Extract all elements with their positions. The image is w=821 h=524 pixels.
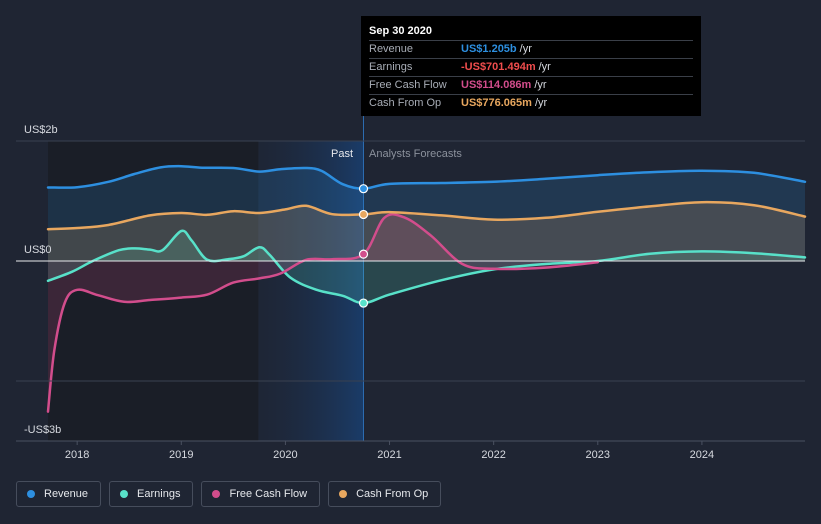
marker-cash-from-op — [358, 209, 369, 220]
y-label-bottom: -US$3b — [24, 424, 61, 436]
legend-label: Cash From Op — [356, 488, 429, 500]
tooltip-value: -US$701.494m — [461, 61, 536, 73]
line-free-cash-flow — [46, 213, 600, 413]
x-tick-label-2023: 2023 — [586, 449, 610, 461]
legend-item-free-cash-flow[interactable]: Free Cash Flow — [201, 481, 321, 507]
marker-revenue — [358, 184, 369, 194]
tooltip-unit: /yr — [534, 79, 547, 91]
line-earnings — [46, 229, 807, 305]
tooltip-value: US$1.205b — [461, 43, 517, 55]
tooltip-label: Revenue — [369, 43, 414, 55]
area-earnings — [48, 230, 805, 304]
x-tick-label-2022: 2022 — [481, 449, 505, 461]
tooltip-row-revenue: Revenue US$1.205b /yr — [369, 40, 693, 58]
line-revenue — [46, 164, 807, 190]
legend-dot-icon — [120, 490, 129, 498]
past-region-highlight — [258, 141, 364, 441]
tooltip-row-free-cash-flow: Free Cash Flow US$114.086m /yr — [369, 76, 693, 94]
tooltip-value: US$776.065m — [461, 97, 532, 109]
x-tick-label-2020: 2020 — [273, 449, 297, 461]
tooltip-label: Free Cash Flow — [369, 79, 447, 91]
x-tick-label-2019: 2019 — [169, 449, 193, 461]
area-free-cash-flow — [48, 214, 598, 412]
legend-label: Earnings — [137, 488, 181, 500]
legend: Revenue Earnings Free Cash Flow Cash Fro… — [16, 481, 442, 507]
tooltip: Sep 30 2020 Revenue US$1.205b /yr Earnin… — [361, 16, 701, 116]
tooltip-unit: /yr — [519, 43, 532, 55]
marker-free-cash-flow — [358, 249, 369, 259]
tooltip-label: Earnings — [369, 61, 413, 73]
y-label-top: US$2b — [24, 124, 58, 136]
tooltip-unit: /yr — [534, 97, 548, 109]
legend-dot-icon — [339, 490, 348, 498]
x-tick-label-2024: 2024 — [690, 449, 714, 461]
marker-earnings — [358, 298, 369, 308]
tooltip-unit: /yr — [538, 61, 551, 73]
legend-label: Revenue — [44, 488, 89, 500]
legend-dot-icon — [212, 490, 221, 498]
legend-item-revenue[interactable]: Revenue — [16, 481, 102, 507]
legend-label: Free Cash Flow — [229, 488, 308, 500]
legend-dot-icon — [27, 490, 35, 498]
tooltip-row-cash-from-op: Cash From Op US$776.065m /yr — [369, 94, 693, 112]
tooltip-label: Cash From Op — [369, 97, 442, 109]
line-cash-from-op — [46, 200, 807, 231]
tooltip-date: Sep 30 2020 — [369, 25, 432, 37]
x-tick-label-2021: 2021 — [377, 449, 401, 461]
past-label: Past — [331, 148, 353, 160]
tooltip-row-earnings: Earnings -US$701.494m /yr — [369, 58, 693, 76]
forecast-label: Analysts Forecasts — [369, 148, 462, 160]
legend-item-cash-from-op[interactable]: Cash From Op — [328, 481, 442, 507]
y-label-zero: US$0 — [24, 244, 52, 256]
x-tick-label-2018: 2018 — [65, 449, 89, 461]
tooltip-value: US$114.086m — [461, 79, 532, 91]
legend-item-earnings[interactable]: Earnings — [109, 481, 194, 507]
